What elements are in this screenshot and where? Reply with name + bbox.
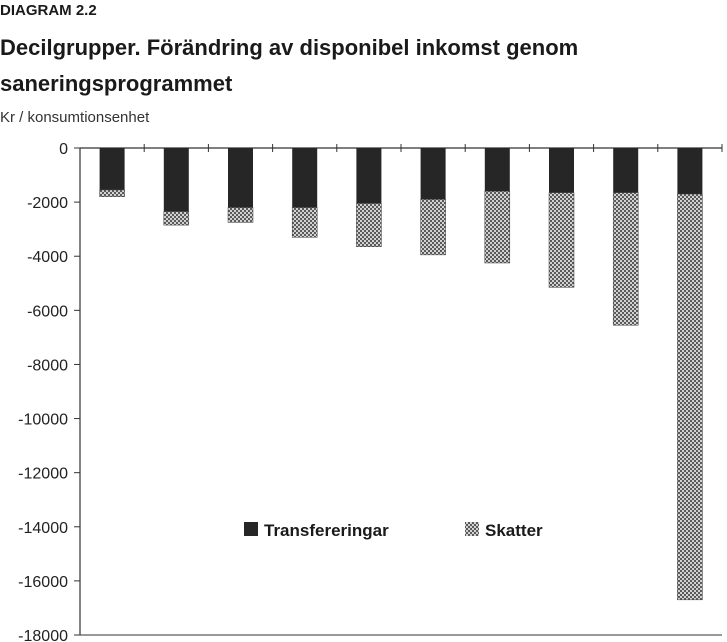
y-tick-label: 0 <box>59 141 68 158</box>
bar-skatter <box>291 207 318 238</box>
legend-label-skatter: Skatter <box>485 521 543 540</box>
stacked-bar-chart: 0 -2000 -4000 -6000 -8000 -10000 -12000 -14000 -… <box>18 141 723 642</box>
y-tick-label: -2000 <box>27 195 68 212</box>
y-tick-label: -12000 <box>18 466 68 483</box>
legend-swatch-skatter <box>465 522 479 536</box>
legend-label-transfereringar: Transfereringar <box>264 521 389 540</box>
y-tick-label: -14000 <box>18 520 68 537</box>
bar-skatter <box>99 189 125 197</box>
diagram-label: DIAGRAM 2.2 <box>0 2 97 19</box>
chart-title: Decilgrupper. Förändring av disponibel i… <box>0 35 579 96</box>
bar-skatter <box>484 191 511 264</box>
bar-transfereringar <box>99 148 125 190</box>
bar-transfereringar <box>163 148 189 212</box>
y-tick-label: -4000 <box>27 249 68 266</box>
bar-skatter <box>227 207 254 223</box>
bar-transfereringar <box>228 148 253 208</box>
y-axis-unit-label: Kr / konsumtionsenhet <box>0 109 150 126</box>
bar-skatter <box>163 211 190 226</box>
bar-transfereringar <box>613 148 639 193</box>
bar-skatter <box>548 192 575 288</box>
bar-transfereringar <box>484 148 510 192</box>
chart-axes: 0 -2000 -4000 -6000 -8000 -10000 -12000 -14000 -… <box>18 141 723 642</box>
bar-transfereringar <box>292 148 318 208</box>
chart-bars <box>99 148 703 601</box>
bar-transfereringar <box>356 148 382 204</box>
bar-skatter <box>356 203 382 248</box>
y-tick-label: -16000 <box>18 574 68 591</box>
chart-legend: Transfereringar Skatter <box>244 521 543 540</box>
y-tick-label: -10000 <box>18 412 68 429</box>
legend-swatch-transfereringar <box>244 522 258 536</box>
y-tick-label: -8000 <box>27 357 68 374</box>
y-tick-label: -6000 <box>27 303 68 320</box>
bar-transfereringar <box>420 148 446 200</box>
bar-skatter <box>420 199 446 256</box>
bar-skatter <box>677 193 703 601</box>
bar-transfereringar <box>549 148 574 193</box>
y-tick-label: -18000 <box>18 628 68 642</box>
bar-transfereringar <box>677 148 703 194</box>
bar-skatter <box>612 192 639 326</box>
